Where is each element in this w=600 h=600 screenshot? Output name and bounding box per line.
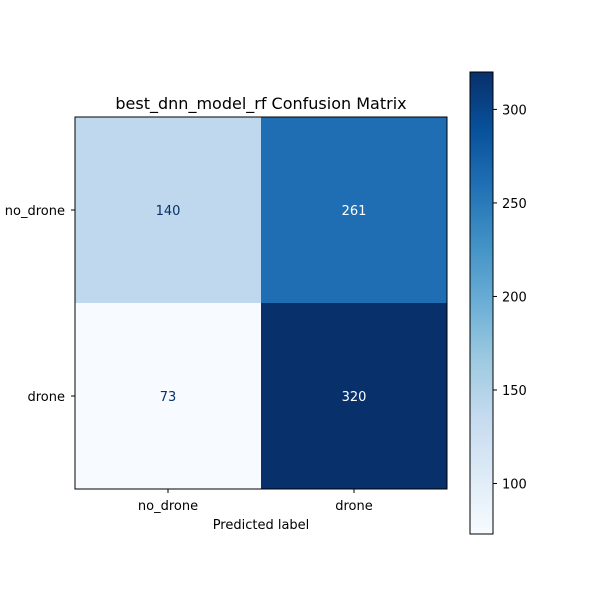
x-tick-label: drone bbox=[335, 499, 373, 514]
matrix-cell-1-0 bbox=[75, 303, 261, 489]
plot-frame bbox=[74, 116, 448, 490]
chart-title: best_dnn_model_rf Confusion Matrix bbox=[115, 94, 406, 114]
colorbar bbox=[469, 71, 494, 535]
matrix-cell-0-1 bbox=[261, 117, 447, 303]
matrix-cell-labels: 140 261 73 320 bbox=[156, 204, 367, 405]
cell-value-1-1: 320 bbox=[342, 390, 367, 405]
matrix-cells bbox=[75, 117, 447, 489]
cell-value-0-0: 140 bbox=[156, 204, 181, 219]
cell-value-0-1: 261 bbox=[342, 204, 367, 219]
x-tick-label: no_drone bbox=[138, 499, 198, 514]
x-axis-ticks: no_drone drone bbox=[138, 489, 373, 514]
y-tick-label: drone bbox=[27, 390, 65, 405]
y-tick-label: no_drone bbox=[5, 204, 65, 219]
colorbar-tick-label: 150 bbox=[502, 384, 527, 399]
colorbar-ticks: 100 150 200 250 300 bbox=[493, 103, 527, 492]
cell-value-1-0: 73 bbox=[160, 390, 177, 405]
x-axis-label: Predicted label bbox=[213, 518, 310, 533]
colorbar-tick-label: 300 bbox=[502, 103, 527, 118]
colorbar-tick-label: 250 bbox=[502, 197, 527, 212]
matrix-cell-1-1 bbox=[261, 303, 447, 489]
colorbar-tick-label: 200 bbox=[502, 290, 527, 305]
matrix-cell-0-0 bbox=[75, 117, 261, 303]
colorbar-tick-label: 100 bbox=[502, 477, 527, 492]
